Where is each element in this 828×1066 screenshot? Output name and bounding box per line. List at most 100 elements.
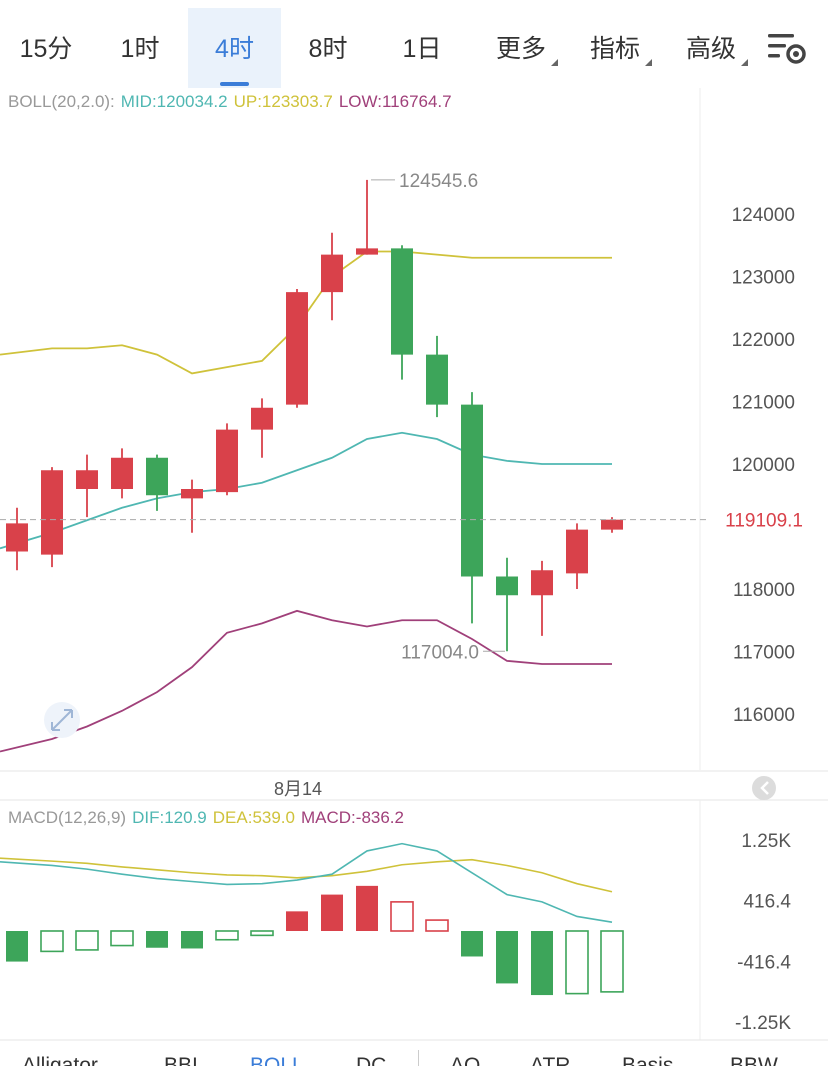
tab-8h[interactable]: 8时 bbox=[290, 8, 366, 88]
indicator-tab-atr[interactable]: ATR bbox=[530, 1054, 571, 1066]
price-axis-tick: 120000 bbox=[732, 455, 795, 476]
macd-bar bbox=[215, 930, 239, 941]
boll-legend-mid: MID:120034.2 bbox=[120, 92, 228, 111]
price-axis-tick: 116000 bbox=[733, 705, 795, 726]
indicator-tabs: Alligator BBI BOLL DC AO ATR Basis BBW bbox=[0, 1050, 828, 1066]
indicator-tab-dc[interactable]: DC bbox=[356, 1054, 387, 1066]
boll-legend-up: UP:123303.7 bbox=[233, 92, 333, 111]
tab-label: 15分 bbox=[19, 35, 73, 63]
macd-bar bbox=[40, 930, 64, 953]
tab-label: 高级 bbox=[685, 35, 736, 63]
expand-icon-arrow bbox=[51, 709, 73, 731]
dropdown-caret-icon bbox=[645, 59, 652, 66]
macd-bar bbox=[461, 931, 483, 957]
macd-legend-name: MACD(12,26,9) bbox=[8, 808, 127, 827]
current-price-tag: 119109.1 bbox=[725, 511, 803, 532]
boll-upper-line bbox=[0, 250, 612, 375]
macd-axis-tick: -1.25K bbox=[735, 1013, 791, 1034]
timeframe-tabs: 15分 1时 4时 8时 1日 更多 指标 高级 bbox=[0, 0, 828, 88]
boll-legend-low: LOW:116764.7 bbox=[338, 92, 452, 111]
high-price-label: 124545.6 bbox=[399, 171, 478, 192]
macd-bar bbox=[321, 894, 343, 931]
macd-dif-line bbox=[0, 842, 613, 923]
macd-axis-tick: 416.4 bbox=[743, 892, 791, 913]
indicator-tab-basis[interactable]: Basis bbox=[622, 1054, 674, 1066]
tab-label: 1时 bbox=[120, 35, 160, 63]
candle-body bbox=[216, 429, 238, 493]
macd-bar bbox=[75, 930, 99, 951]
indicator-tab-boll[interactable]: BOLL bbox=[250, 1054, 304, 1066]
candle-body bbox=[496, 576, 518, 596]
macd-legend-dea: DEA:539.0 bbox=[212, 808, 295, 827]
price-axis-tick: 118000 bbox=[733, 580, 795, 601]
candle-body bbox=[6, 523, 28, 552]
tab-4h[interactable]: 4时 bbox=[188, 8, 281, 88]
indicator-tab-bbw[interactable]: BBW bbox=[730, 1054, 778, 1066]
indicator-tab-ao[interactable]: AO bbox=[450, 1054, 481, 1066]
candle-body bbox=[41, 470, 63, 555]
tab-label: 4时 bbox=[215, 35, 254, 63]
candle-body bbox=[321, 254, 343, 293]
current-price-tag-bg bbox=[706, 505, 826, 534]
macd-bar bbox=[496, 931, 518, 984]
tab-more[interactable]: 更多 bbox=[486, 8, 558, 88]
boll-legend: BOLL(20,2.0): MID:120034.2 UP:123303.7 LOW:… bbox=[8, 92, 458, 112]
macd-bar bbox=[286, 911, 308, 931]
chevron-left-icon bbox=[760, 781, 769, 795]
price-axis-tick: 121000 bbox=[732, 393, 795, 414]
macd-legend-dif: DIF:120.9 bbox=[132, 808, 207, 827]
price-axis-tick: 123000 bbox=[732, 268, 795, 289]
indicator-tab-alligator[interactable]: Alligator bbox=[22, 1054, 98, 1066]
dropdown-caret-icon bbox=[551, 59, 558, 66]
tab-1h[interactable]: 1时 bbox=[102, 8, 178, 88]
x-axis-date-label: 8月14 bbox=[274, 779, 322, 799]
macd-bar bbox=[565, 930, 589, 995]
tab-15m[interactable]: 15分 bbox=[10, 8, 82, 88]
low-price-label: 117004.0 bbox=[401, 642, 479, 663]
candle-body bbox=[111, 457, 133, 489]
macd-bar bbox=[425, 919, 449, 932]
candle-body bbox=[251, 407, 273, 430]
macd-bar bbox=[531, 931, 553, 996]
candles-group bbox=[6, 179, 623, 652]
price-axis-tick: 122000 bbox=[732, 330, 795, 351]
tab-label: 1日 bbox=[402, 35, 442, 63]
active-tab-indicator bbox=[220, 82, 249, 86]
price-axis-tick: 124000 bbox=[732, 205, 795, 226]
candle-body bbox=[531, 570, 553, 596]
expand-chart-icon[interactable] bbox=[44, 702, 80, 738]
macd-bar bbox=[146, 931, 168, 948]
macd-bar bbox=[181, 931, 203, 949]
macd-dea-line bbox=[0, 857, 613, 893]
candle-body bbox=[461, 404, 483, 577]
candle-body bbox=[426, 354, 448, 405]
macd-bar bbox=[110, 930, 134, 947]
tab-label: 更多 bbox=[495, 35, 546, 63]
candle-body bbox=[146, 457, 168, 496]
scroll-latest-bg bbox=[752, 776, 776, 800]
macd-legend: MACD(12,26,9) DIF:120.9 DEA:539.0 MACD:-836… bbox=[8, 808, 410, 828]
tab-label: 指标 bbox=[589, 35, 640, 63]
macd-bar bbox=[390, 901, 414, 932]
macd-bar bbox=[250, 930, 274, 937]
scroll-to-latest-icon[interactable] bbox=[752, 776, 776, 800]
macd-bar bbox=[6, 931, 28, 962]
tab-label: 8时 bbox=[308, 35, 348, 63]
candle-body bbox=[391, 248, 413, 355]
price-axis-tick: 117000 bbox=[733, 643, 795, 664]
tab-advanced[interactable]: 高级 bbox=[676, 8, 748, 88]
macd-histogram bbox=[6, 885, 624, 996]
macd-legend-macd: MACD:-836.2 bbox=[301, 808, 404, 827]
candle-body bbox=[601, 519, 623, 530]
macd-bar bbox=[356, 885, 378, 931]
tab-indicators[interactable]: 指标 bbox=[580, 8, 652, 88]
macd-axis-tick: -416.4 bbox=[737, 952, 791, 973]
tab-1d[interactable]: 1日 bbox=[384, 8, 460, 88]
tab-divider bbox=[418, 1050, 419, 1066]
boll-legend-name: BOLL(20,2.0): bbox=[8, 92, 115, 111]
chart-settings-icon[interactable] bbox=[766, 30, 810, 66]
dropdown-caret-icon bbox=[741, 59, 748, 66]
candle-body bbox=[356, 248, 378, 255]
indicator-tab-bbi[interactable]: BBI bbox=[164, 1054, 198, 1066]
